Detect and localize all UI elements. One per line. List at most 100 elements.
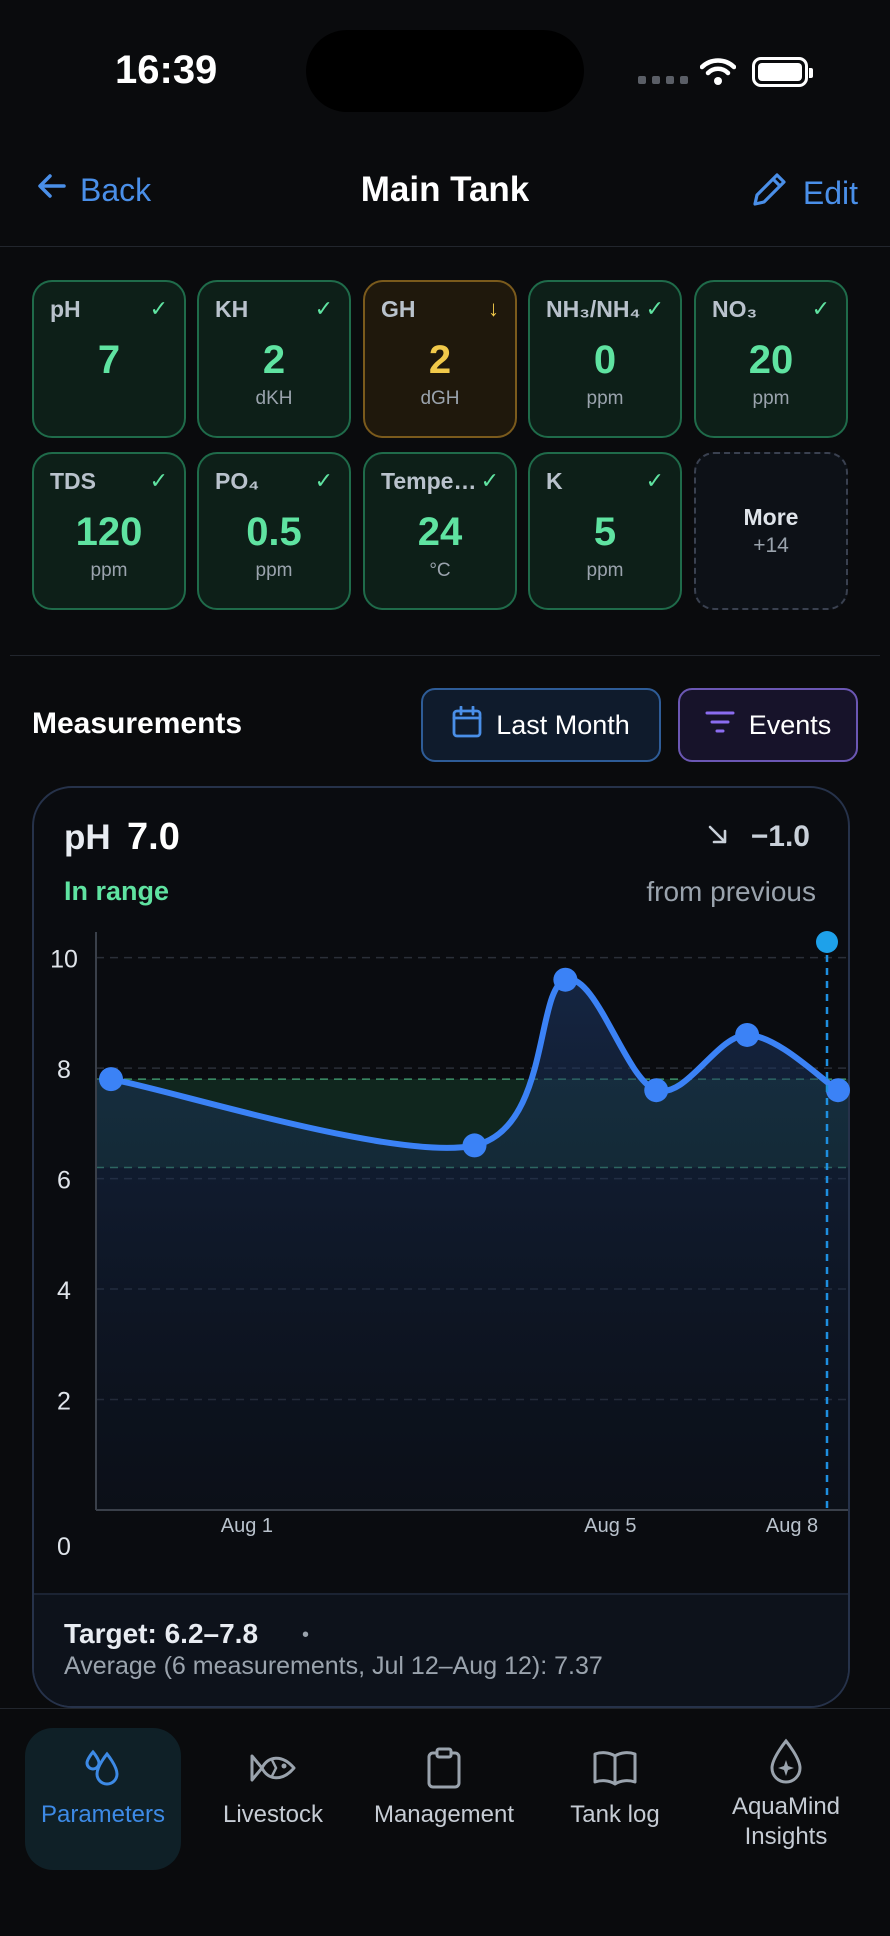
sparkle-drop-icon (708, 1738, 864, 1786)
x-tick-label: Aug 1 (221, 1515, 273, 1537)
data-point[interactable] (99, 1067, 123, 1092)
edit-button[interactable]: Edit (751, 170, 858, 216)
parameter-tile-nitrate[interactable]: NO₃ ✓ 20 ppm (694, 280, 848, 438)
data-point[interactable] (826, 1078, 850, 1103)
chart-parameter-label: pH (64, 818, 111, 857)
parameter-tile-potassium[interactable]: K ✓ 5 ppm (528, 452, 682, 610)
check-icon: ✓ (480, 468, 499, 493)
parameter-unit: ppm (255, 560, 293, 581)
y-tick-label: 10 (50, 946, 78, 974)
y-tick-label: 8 (57, 1056, 71, 1084)
parameter-value: 0 (593, 338, 617, 382)
average-summary: Average (6 measurements, Jul 12–Aug 12):… (64, 1652, 603, 1680)
tab-label: Livestock (222, 1801, 324, 1828)
chart-cursor-handle[interactable] (816, 931, 838, 953)
parameter-tile-temperature[interactable]: Temperature ✓ 24 °C (363, 452, 517, 610)
tab-management[interactable]: Management (366, 1728, 522, 1870)
cellular-signal-icon (638, 76, 688, 84)
parameter-unit: dKH (255, 388, 293, 409)
x-tick-label: Aug 8 (766, 1515, 818, 1537)
battery-icon (752, 57, 813, 87)
check-icon: ✓ (811, 296, 830, 321)
parameter-value: 20 (748, 338, 794, 382)
clipboard-icon (366, 1746, 522, 1790)
chart-card-footer (34, 1593, 848, 1706)
data-point[interactable] (644, 1078, 669, 1103)
parameter-value: 120 (75, 510, 143, 554)
parameter-name: TDS (50, 468, 96, 494)
data-point[interactable] (553, 967, 578, 992)
pencil-icon (751, 170, 789, 216)
parameter-name: GH (381, 296, 416, 322)
parameter-name: NH₃/NH₄ (546, 296, 641, 322)
tab-aquamind-insights[interactable]: AquaMind Insights (708, 1728, 864, 1870)
data-point[interactable] (462, 1133, 487, 1158)
edit-label: Edit (802, 174, 858, 211)
parameter-unit: ppm (586, 560, 624, 581)
calendar-icon (452, 705, 482, 745)
range-status: In range (64, 876, 170, 906)
parameter-value: 5 (593, 510, 617, 554)
parameter-unit: °C (429, 560, 451, 581)
y-tick-label: 0 (57, 1533, 71, 1561)
parameter-value: 0.5 (246, 510, 302, 554)
chart-parameter-value: 7.0 (127, 816, 180, 858)
parameter-name: KH (215, 296, 249, 322)
fish-icon (195, 1746, 351, 1790)
status-time: 16:39 (115, 48, 218, 92)
tab-livestock[interactable]: Livestock (195, 1728, 351, 1870)
arrow-down-right-icon (707, 820, 729, 854)
parameter-tile-phosphate[interactable]: PO₄ ✓ 0.5 ppm (197, 452, 351, 610)
tab-tank-log[interactable]: Tank log (537, 1728, 693, 1870)
parameter-name: pH (50, 296, 81, 322)
data-point[interactable] (735, 1022, 760, 1047)
more-parameters-tile[interactable]: More +14 (694, 452, 848, 610)
delta-indicator: −1.0 (707, 820, 810, 854)
book-icon (537, 1746, 693, 1790)
check-icon: ✓ (314, 296, 333, 321)
parameter-unit: ppm (752, 388, 790, 409)
arrow-left-icon (36, 170, 68, 210)
delta-caption: from previous (646, 876, 816, 907)
wifi-icon (699, 56, 737, 91)
check-icon: ✓ (645, 468, 664, 493)
parameter-tile-tds[interactable]: TDS ✓ 120 ppm (32, 452, 186, 610)
header-divider (0, 246, 890, 247)
check-icon: ✓ (645, 296, 664, 321)
parameter-value: 24 (417, 510, 463, 554)
tab-label: AquaMind Insights (731, 1793, 841, 1850)
dynamic-island (306, 30, 584, 112)
tab-label: Management (373, 1801, 515, 1828)
y-tick-label: 6 (57, 1167, 71, 1195)
parameter-unit: ppm (90, 560, 128, 581)
back-label: Back (80, 171, 152, 208)
date-range-button[interactable]: Last Month (421, 688, 661, 762)
page-title: Main Tank (360, 170, 530, 209)
tab-label: Parameters (40, 1801, 166, 1828)
parameter-name: NO₃ (712, 296, 758, 322)
parameter-tile-ph[interactable]: pH ✓ 7 (32, 280, 186, 438)
back-button[interactable]: Back (36, 170, 151, 210)
parameter-name: PO₄ (215, 468, 260, 494)
events-filter-button[interactable]: Events (678, 688, 858, 762)
delta-value: −1.0 (750, 820, 810, 853)
parameter-tile-kh[interactable]: KH ✓ 2 dKH (197, 280, 351, 438)
parameter-tile-gh[interactable]: GH ↓ 2 dGH (363, 280, 517, 438)
parameter-value: 7 (97, 338, 121, 382)
series-area (96, 979, 848, 1510)
check-icon: ✓ (149, 468, 168, 493)
more-label: More (743, 504, 799, 530)
water-drops-icon (25, 1746, 181, 1790)
check-icon: ✓ (314, 468, 333, 493)
tab-parameters[interactable]: Parameters (25, 1728, 181, 1870)
y-tick-label: 4 (57, 1277, 71, 1305)
parameter-tile-ammonia[interactable]: NH₃/NH₄ ✓ 0 ppm (528, 280, 682, 438)
parameter-unit: ppm (586, 388, 624, 409)
target-range: Target: 6.2–7.8 (64, 1618, 259, 1649)
y-tick-label: 2 (57, 1388, 71, 1416)
parameter-value: 2 (262, 338, 286, 382)
section-divider (10, 655, 880, 656)
date-range-label: Last Month (496, 709, 630, 740)
check-icon: ✓ (149, 296, 168, 321)
